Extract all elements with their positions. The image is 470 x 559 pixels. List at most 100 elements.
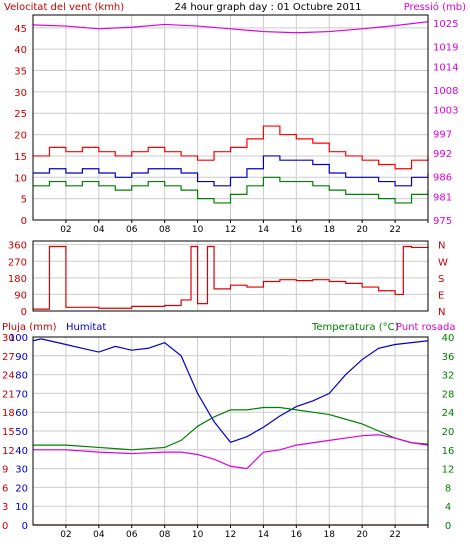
humidity-tick-label: 70 [15, 389, 28, 400]
wind-tick-label: 10 [14, 173, 27, 184]
pressure-tick-label: 1014 [433, 62, 458, 73]
chart-title: 24 hour graph day : 01 Octubre 2011 [174, 2, 361, 13]
humidity-tick-label: 100 [9, 333, 28, 344]
temperature-tick-label: 24 [442, 408, 455, 419]
temperature-tick-label: 32 [442, 371, 455, 382]
humidity-axis-label: Humitat [66, 322, 106, 333]
rain-tick-label: 27 [2, 352, 15, 363]
direction-tick-label: 360 [8, 241, 27, 252]
rain-tick-label: 3 [2, 502, 8, 513]
temperature-tick-label: 40 [442, 333, 455, 344]
humidity-tick-label: 80 [15, 371, 28, 382]
pressure-tick-label: 992 [433, 149, 452, 160]
x-tick-label: 20 [356, 530, 368, 540]
x-tick-label: 08 [159, 225, 171, 235]
x-tick-label: 18 [324, 225, 336, 235]
pressure-tick-label: 981 [433, 192, 452, 203]
temperature-tick-label: 12 [442, 465, 455, 476]
x-tick-label: 04 [93, 225, 105, 235]
x-tick-label: 12 [225, 530, 236, 540]
compass-label: N [438, 241, 445, 252]
pressure-tick-label: 1003 [433, 106, 458, 117]
humidity-tick-label: 60 [15, 408, 28, 419]
wind-tick-label: 30 [14, 88, 27, 99]
rain-tick-label: 30 [2, 333, 15, 344]
wind-tick-label: 40 [14, 45, 27, 56]
x-tick-label: 14 [258, 530, 270, 540]
direction-tick-label: 270 [8, 257, 27, 268]
humidity-tick-label: 30 [15, 465, 28, 476]
x-tick-label: 04 [93, 530, 105, 540]
temperature-tick-label: 4 [445, 502, 451, 513]
wind-tick-label: 20 [14, 131, 27, 142]
compass-label: N [438, 307, 445, 318]
humidity-tick-label: 40 [15, 446, 28, 457]
pressure-tick-label: 975 [433, 216, 452, 227]
rain-tick-label: 15 [2, 427, 15, 438]
x-tick-label: 02 [60, 225, 71, 235]
x-tick-label: 18 [324, 530, 336, 540]
rain-axis-label: Pluja (mm) [2, 322, 57, 333]
series-temperature [33, 406, 429, 451]
temperature-tick-label: 36 [442, 352, 455, 363]
compass-label: S [438, 274, 444, 285]
temperature-tick-label: 28 [442, 389, 455, 400]
rain-tick-label: 9 [2, 465, 8, 476]
pressure-tick-label: 1019 [433, 43, 458, 54]
pressure-tick-label: 997 [433, 129, 452, 140]
pressure-tick-label: 1025 [433, 19, 458, 30]
rain-tick-label: 0 [2, 521, 8, 532]
x-tick-label: 22 [389, 225, 400, 235]
dewpoint-axis-label: Punt rosada [396, 322, 455, 333]
pressure-axis-label: Pressió (mb) [404, 1, 466, 13]
series-gust_low [33, 176, 429, 204]
rain-tick-label: 6 [2, 483, 8, 494]
temperature-tick-label: 20 [442, 427, 455, 438]
x-tick-label: 10 [192, 530, 204, 540]
compass-label: W [438, 257, 448, 268]
temperature-tick-label: 8 [445, 483, 451, 494]
humidity-tick-label: 50 [15, 427, 28, 438]
wind-tick-label: 5 [21, 195, 27, 206]
x-tick-label: 22 [389, 530, 400, 540]
wind-tick-label: 35 [14, 67, 27, 78]
rain-tick-label: 21 [2, 389, 15, 400]
rain-tick-label: 12 [2, 446, 15, 457]
x-tick-label: 10 [192, 225, 204, 235]
panel-frame [32, 240, 429, 312]
x-tick-label: 16 [291, 225, 303, 235]
rain-tick-label: 24 [2, 371, 15, 382]
wind-tick-label: 25 [14, 109, 27, 120]
direction-tick-label: 180 [8, 274, 27, 285]
rain-tick-label: 18 [2, 408, 15, 419]
humidity-tick-label: 20 [15, 483, 28, 494]
pressure-tick-label: 1008 [433, 86, 458, 97]
series-direction [33, 245, 429, 310]
direction-tick-label: 90 [14, 290, 27, 301]
humidity-tick-label: 10 [15, 502, 28, 513]
temperature-axis-label: Temperatura (°C) [311, 322, 399, 333]
series-dewpoint [33, 434, 429, 470]
x-tick-label: 16 [291, 530, 303, 540]
x-tick-label: 20 [356, 225, 368, 235]
x-tick-label: 06 [126, 225, 138, 235]
temperature-tick-label: 0 [445, 521, 451, 532]
x-tick-label: 06 [126, 530, 138, 540]
wind-tick-label: 0 [21, 216, 27, 227]
direction-tick-label: 0 [21, 307, 27, 318]
temperature-tick-label: 16 [442, 446, 455, 457]
wind-tick-label: 15 [14, 152, 27, 163]
series-pressure [32, 21, 429, 34]
wind-tick-label: 45 [14, 24, 27, 35]
humidity-tick-label: 90 [15, 352, 28, 363]
wind-axis-label: Velocitat del vent (kmh) [4, 2, 124, 13]
x-tick-label: 08 [159, 530, 171, 540]
compass-label: E [438, 290, 444, 301]
series-avg [33, 155, 429, 187]
humidity-tick-label: 0 [22, 521, 28, 532]
pressure-tick-label: 986 [433, 173, 452, 184]
panel-frame [32, 14, 429, 221]
x-tick-label: 12 [225, 225, 236, 235]
series-humidity [32, 338, 429, 443]
